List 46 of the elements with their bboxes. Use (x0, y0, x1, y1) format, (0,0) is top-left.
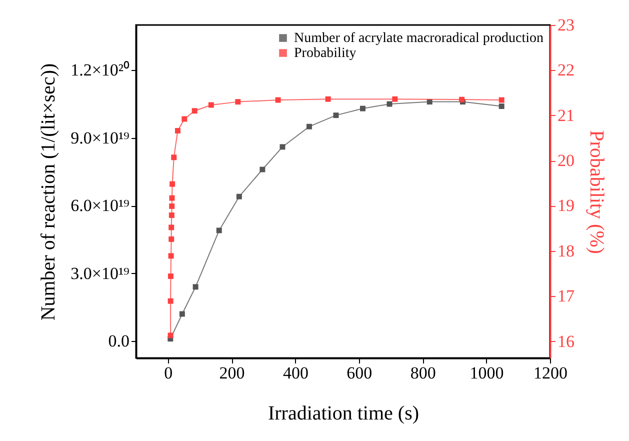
point (235, 99, 241, 105)
point (171, 154, 177, 160)
point (174, 128, 180, 134)
point (169, 203, 175, 209)
y2-tick-label: 22 (558, 60, 574, 80)
legend-label: Number of acrylate macroradical production (294, 31, 544, 46)
point (208, 102, 214, 108)
point (170, 181, 176, 187)
x-tick-label: 1000 (470, 364, 504, 382)
point (325, 96, 331, 102)
x-tick-label: 400 (282, 364, 308, 382)
y2-tick-label: 23 (558, 16, 574, 34)
point (182, 116, 188, 122)
point (168, 212, 174, 218)
x-tick-label: 1200 (534, 364, 568, 382)
x-axis-title: Irradiation time (s) (268, 402, 420, 424)
point (168, 298, 174, 304)
point (168, 253, 174, 259)
y2-tick-label: 20 (558, 151, 574, 170)
y-tick-label: 0.0 (108, 332, 130, 351)
x-tick-label: 0 (164, 364, 173, 382)
y2-tick-label: 18 (558, 241, 574, 260)
point (275, 97, 281, 103)
y2-tick-label: 21 (558, 106, 574, 125)
point (168, 332, 174, 338)
y-axis-title: Number of reaction (1/(lit×sec)) (38, 63, 60, 321)
y2-axis-title: Probability (%) (586, 130, 608, 254)
x-tick-label: 600 (346, 364, 372, 382)
point (498, 97, 504, 103)
x-tick-label: 200 (219, 364, 245, 382)
y-tick-label: 1.2×10²⁰ (70, 60, 130, 80)
y-tick-label: 9.0×10¹⁹ (70, 128, 130, 148)
point (168, 273, 174, 279)
legend-label: Probability (294, 46, 356, 61)
point (459, 96, 465, 102)
point (169, 195, 175, 201)
y2-tick-label: 16 (558, 332, 574, 351)
point (392, 96, 398, 102)
point (168, 236, 174, 242)
point (168, 224, 174, 230)
x-tick-label: 800 (410, 364, 436, 382)
y2-tick-label: 19 (558, 196, 574, 216)
y-tick-label: 6.0×10¹⁹ (70, 196, 130, 216)
y-tick-label: 3.0×10¹⁹ (70, 264, 130, 283)
point (192, 108, 198, 114)
y2-tick-label: 17 (558, 286, 575, 306)
